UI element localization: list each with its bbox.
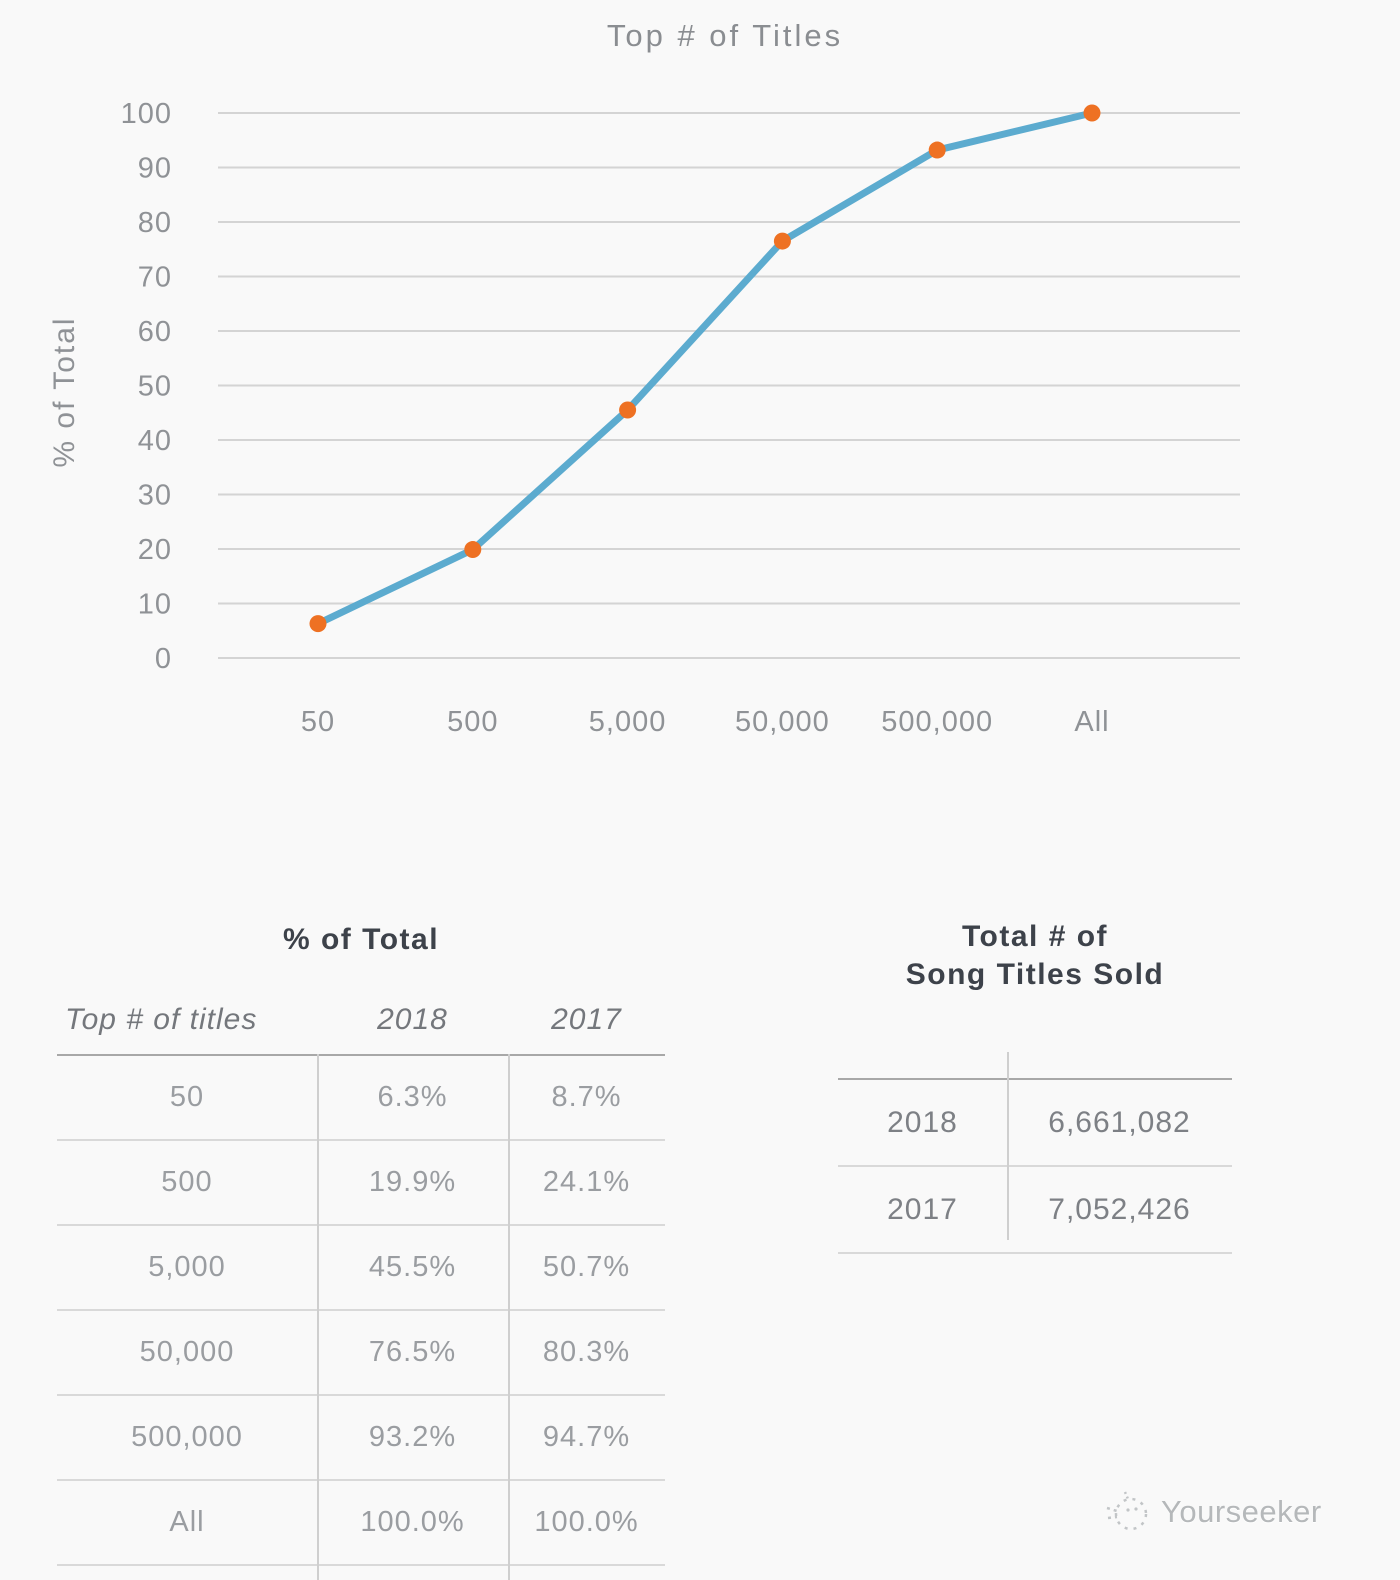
left-table-row: 50 6.3% 8.7%: [57, 1056, 665, 1141]
line-chart: 0 10 20 30 40 50 60 70 80 90 100 50 500 5,000 50,000 50…: [48, 18, 1240, 738]
table-cell: 500: [161, 1166, 213, 1198]
left-table-body: 50 6.3% 8.7% 500 19.9% 24.1% 5,000 45.5% 50.7% 50…: [57, 1056, 665, 1566]
left-table-row: 500 19.9% 24.1%: [57, 1141, 665, 1226]
table-cell: 7,052,426: [1048, 1192, 1191, 1226]
table-cell: 50,000: [139, 1336, 235, 1368]
table-cell: 6,661,082: [1048, 1105, 1191, 1139]
right-table-title-line1: Total # of: [961, 920, 1109, 953]
y-axis-label: % of Total: [48, 316, 81, 467]
y-tick-label: 100: [121, 98, 172, 130]
data-point-500000: [928, 141, 946, 159]
table-cell: 76.5%: [368, 1336, 457, 1368]
data-point-500: [464, 541, 482, 559]
table-cell: 2017: [887, 1192, 958, 1226]
table-cell: 80.3%: [542, 1336, 631, 1368]
y-tick-label: 60: [138, 316, 172, 348]
table-cell: 5,000: [148, 1251, 226, 1283]
table-cell: 45.5%: [368, 1251, 457, 1283]
table-cell: 24.1%: [542, 1166, 631, 1198]
table-cell: 2018: [887, 1105, 958, 1139]
table-cell: 19.9%: [368, 1166, 457, 1198]
table-cell: 8.7%: [551, 1081, 622, 1113]
left-table-row: 500,000 93.2% 94.7%: [57, 1396, 665, 1481]
x-tick-label: 50,000: [735, 706, 830, 738]
y-tick-label: 10: [138, 589, 172, 621]
x-tick-label: 500,000: [881, 706, 993, 738]
y-tick-label: 20: [138, 534, 172, 566]
table-cell: All: [169, 1506, 205, 1538]
left-table-divider: [508, 1054, 510, 1580]
left-table-row: 5,000 45.5% 50.7%: [57, 1226, 665, 1311]
x-tick-label: 5,000: [589, 706, 667, 738]
right-table-title-line2: Song Titles Sold: [905, 958, 1165, 991]
watermark: Yourseeker: [1105, 1488, 1322, 1536]
left-table-row: All 100.0% 100.0%: [57, 1481, 665, 1566]
table-cell: 50: [169, 1081, 205, 1113]
percent-of-total-table: % of Total Top # of titles 2018 2017 50 6…: [57, 912, 665, 1566]
left-table-col-header: 2017: [551, 1003, 622, 1036]
y-tick-label: 40: [138, 425, 172, 457]
x-tick-label: 50: [301, 706, 335, 738]
chart-title: Top # of Titles: [607, 18, 843, 53]
y-tick-label: 70: [138, 262, 172, 294]
data-point-50000: [773, 232, 791, 250]
data-point-5000: [619, 401, 637, 419]
left-table-row: 50,000 76.5% 80.3%: [57, 1311, 665, 1396]
table-cell: 500,000: [131, 1421, 243, 1453]
data-point-All: [1083, 104, 1101, 122]
left-table-header: Top # of titles 2018 2017: [57, 986, 665, 1056]
series-line-2018: [314, 109, 1096, 628]
right-table-body: 2018 6,661,082 2017 7,052,426: [838, 1078, 1232, 1254]
y-tick-label: 30: [138, 480, 172, 512]
watermark-label: Yourseeker: [1161, 1494, 1322, 1529]
x-tick-label: 500: [447, 706, 498, 738]
table-cell: 6.3%: [377, 1081, 448, 1113]
left-table-title: % of Total: [282, 923, 440, 956]
song-titles-sold-table: Total # of Song Titles Sold 2018 6,661,08…: [838, 918, 1232, 1254]
table-cell: 94.7%: [542, 1421, 631, 1453]
y-tick-label: 0: [155, 643, 172, 675]
table-cell: 100.0%: [534, 1506, 639, 1538]
y-tick-label: 50: [138, 371, 172, 403]
right-table-divider: [1007, 1052, 1009, 1240]
right-table-title: Total # of Song Titles Sold: [838, 918, 1232, 994]
data-point-50: [309, 615, 327, 633]
left-table-col-header: 2018: [377, 1003, 448, 1036]
x-tick-label: All: [1074, 706, 1109, 738]
table-cell: 93.2%: [368, 1421, 457, 1453]
left-table-divider: [317, 1054, 319, 1580]
spacer: [838, 994, 1232, 1078]
y-tick-label: 80: [138, 207, 172, 239]
table-cell: 50.7%: [542, 1251, 631, 1283]
right-table-row: 2018 6,661,082: [838, 1080, 1232, 1167]
yourseeker-logo-icon: [1106, 1491, 1148, 1531]
right-table-row: 2017 7,052,426: [838, 1167, 1232, 1254]
table-cell: 100.0%: [360, 1506, 465, 1538]
left-table-col-header: Top # of titles: [65, 1003, 258, 1036]
y-tick-label: 90: [138, 153, 172, 185]
